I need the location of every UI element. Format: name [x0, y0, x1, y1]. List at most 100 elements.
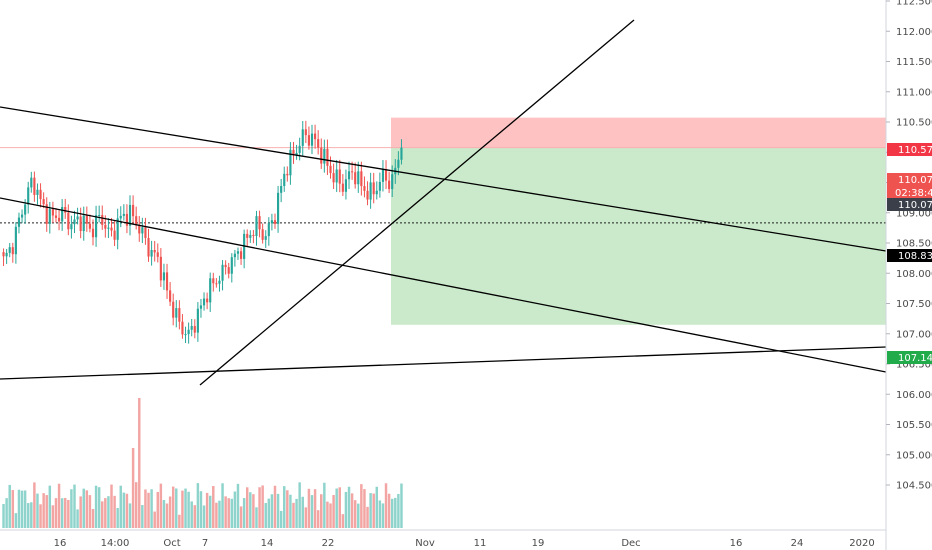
- volume-bar: [298, 482, 301, 528]
- candle-body: [57, 217, 61, 222]
- candle-body: [11, 247, 14, 255]
- volume-bar: [187, 491, 190, 528]
- volume-bar: [236, 483, 240, 528]
- volume-bar: [150, 489, 153, 528]
- volume-bar: [125, 493, 129, 528]
- volume-bar: [397, 493, 400, 528]
- candle-body: [150, 249, 153, 257]
- y-tick-label: 111.000: [896, 87, 932, 98]
- volume-bar: [2, 504, 5, 528]
- volume-bar: [261, 485, 264, 528]
- candle-body: [116, 218, 119, 240]
- volume-bar: [168, 496, 172, 528]
- level-tag-bg: [887, 249, 932, 262]
- candle-body: [104, 224, 107, 229]
- position-zones: [0, 117, 886, 325]
- volume-bar: [190, 501, 193, 528]
- candle-body: [209, 278, 212, 303]
- volume-bar: [104, 498, 107, 528]
- candle-body: [246, 233, 249, 238]
- volume-bar: [107, 496, 110, 528]
- volume-bar: [295, 498, 298, 528]
- volume-bar: [215, 502, 218, 528]
- candle-body: [298, 145, 301, 153]
- volume-bar: [5, 498, 8, 528]
- candle-body: [264, 236, 267, 240]
- volume-bar: [357, 503, 360, 528]
- candle-body: [76, 216, 79, 220]
- candle-body: [224, 264, 227, 268]
- volume-bar: [36, 493, 39, 528]
- volume-bar: [286, 490, 289, 528]
- volume-bar: [390, 498, 394, 528]
- x-tick-label: 14:00: [101, 538, 130, 549]
- x-tick-label: 16: [54, 538, 67, 549]
- volume-bar: [171, 486, 175, 528]
- candle-body: [292, 149, 295, 156]
- candle-body: [172, 301, 175, 318]
- candle-body: [36, 189, 39, 195]
- candle-body: [289, 149, 292, 176]
- stop-tag: 110.572: [898, 145, 932, 156]
- candle-body: [193, 326, 196, 333]
- candle-body: [360, 171, 363, 187]
- candle-body: [218, 280, 221, 284]
- volume-bar: [202, 505, 206, 528]
- candle-body: [196, 308, 199, 333]
- volume-bar: [67, 499, 70, 528]
- x-tick-label: Oct: [163, 538, 180, 549]
- volume-bar: [30, 502, 33, 528]
- y-tick-label: 106.500: [896, 360, 932, 371]
- volume-bar: [42, 493, 45, 528]
- volume-bar: [323, 482, 326, 528]
- volume-bar: [224, 496, 227, 528]
- volume-bar: [141, 505, 144, 528]
- x-tick-label: 16: [730, 538, 743, 549]
- candle-body: [30, 177, 33, 188]
- volume-bar: [8, 484, 11, 528]
- volume-bar: [227, 498, 230, 528]
- candle-body: [400, 147, 403, 160]
- candle-body: [73, 219, 76, 225]
- volume-bar: [341, 514, 345, 528]
- candle-body: [144, 227, 147, 239]
- candle-body: [261, 229, 264, 240]
- candle-body: [165, 272, 169, 291]
- candle-body: [141, 227, 144, 234]
- candle-body: [329, 165, 332, 174]
- candle-body: [85, 215, 88, 224]
- candle-body: [388, 180, 391, 190]
- candle-body: [17, 217, 21, 227]
- volume-bar: [375, 486, 379, 528]
- candle-body: [369, 182, 372, 200]
- candle-body: [51, 209, 54, 216]
- volume-bar: [320, 494, 323, 528]
- candle-body: [295, 152, 298, 156]
- candle-body: [2, 252, 5, 257]
- candle-body: [384, 169, 388, 181]
- candle-body: [70, 224, 73, 230]
- y-tick-label: 108.000: [896, 269, 932, 280]
- target-zone: [391, 147, 886, 325]
- x-tick-label: Nov: [415, 538, 435, 549]
- trendline: [0, 197, 887, 373]
- volume-bar: [329, 503, 332, 528]
- candle-body: [125, 213, 129, 226]
- x-tick-label: 11: [474, 538, 487, 549]
- last-price-tag: 110.077: [898, 175, 932, 186]
- candle-body: [301, 129, 304, 146]
- candle-body: [147, 238, 150, 257]
- level-tag: 108.833: [898, 251, 932, 262]
- candle-body: [91, 228, 95, 238]
- volume-bar: [258, 487, 261, 528]
- candle-body: [181, 321, 184, 335]
- volume-bar: [91, 508, 95, 528]
- candle-body: [351, 171, 354, 173]
- candle-body: [323, 148, 326, 164]
- volume-bar: [350, 493, 354, 528]
- candle-body: [227, 267, 230, 274]
- volume-bar: [39, 504, 42, 528]
- candle-body: [98, 215, 101, 217]
- candle-body: [381, 169, 385, 182]
